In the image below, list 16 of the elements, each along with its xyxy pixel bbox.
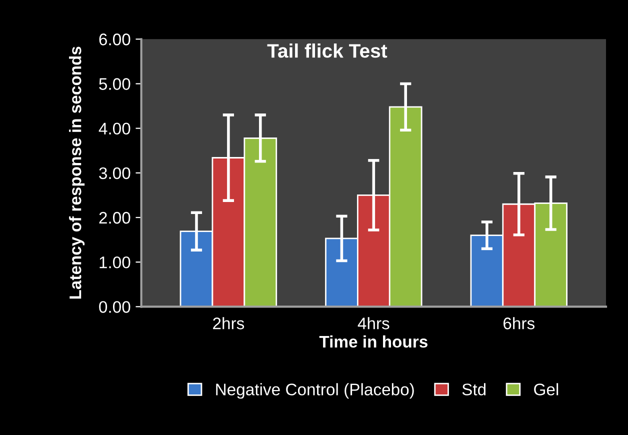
y-tick-label: 2.00: [99, 212, 130, 224]
legend-label: Gel: [534, 383, 558, 396]
y-tick-label: 4.00: [98, 122, 130, 135]
legend-label: Negative Control (Placebo): [216, 383, 414, 399]
x-tick-label: 4hrs: [358, 317, 390, 330]
chart-title: Tail flick Test: [267, 43, 388, 58]
x-tick-label: 6hrs: [504, 317, 534, 330]
y-tick-label: 0.00: [99, 301, 130, 313]
y-tick-label: 1.00: [100, 256, 130, 268]
y-axis-title: Latency of response in seconds: [69, 46, 85, 299]
x-axis-title: Time in hours: [319, 335, 428, 348]
legend-label: Std: [462, 383, 486, 396]
y-tick-label: 6.00: [99, 34, 130, 46]
y-tick-label: 5.00: [99, 78, 130, 90]
x-tick-label: 2hrs: [213, 317, 244, 330]
y-tick-label: 3.00: [99, 167, 130, 180]
